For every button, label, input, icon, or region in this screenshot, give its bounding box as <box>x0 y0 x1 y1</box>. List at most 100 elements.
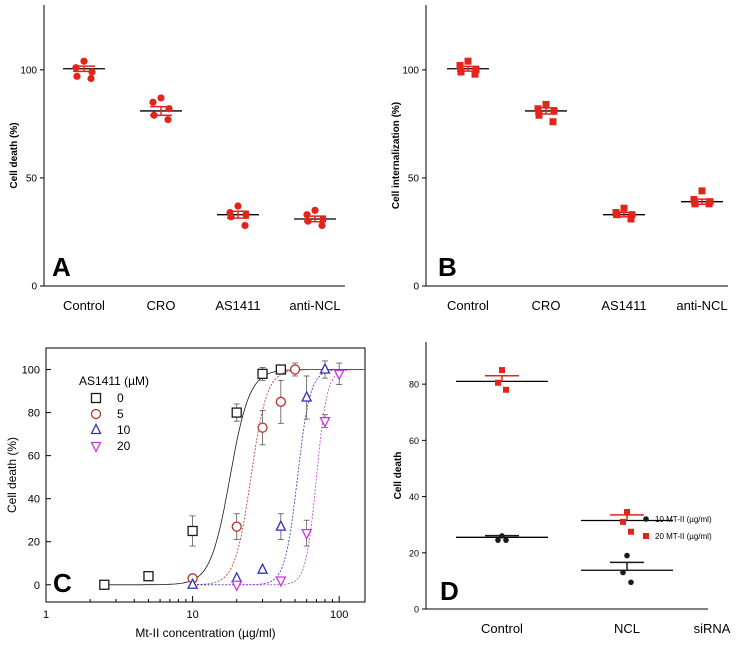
fit-curve <box>101 369 365 586</box>
data-point <box>624 552 630 559</box>
legend-marker <box>90 392 102 404</box>
data-point <box>87 74 95 83</box>
data-point <box>620 204 628 212</box>
data-point <box>80 57 88 65</box>
y-tick-label: 100 <box>22 365 40 377</box>
x-tick-label: CRO <box>147 298 176 313</box>
data-point <box>542 100 550 108</box>
legend-label: 20 <box>117 439 131 453</box>
data-point <box>628 211 636 219</box>
data-point <box>613 211 621 219</box>
panel-b: 0 50 100 Cell internalization (%) Control CRO… <box>391 5 728 313</box>
data-point <box>187 525 198 537</box>
data-point <box>227 213 235 221</box>
x-tick-label: anti-NCL <box>289 298 340 313</box>
data-point <box>165 105 173 113</box>
legend-label: 10 <box>117 423 131 437</box>
data-point <box>73 72 81 80</box>
data-point <box>534 105 542 113</box>
data-point <box>624 509 630 516</box>
legend-label: 10 MT-II (µg/ml) <box>655 515 712 524</box>
data-point <box>535 111 543 119</box>
x-tick-label: Control <box>447 298 489 313</box>
data-point <box>231 571 243 583</box>
legend-marker <box>90 408 102 420</box>
data-point <box>457 68 465 76</box>
data-point <box>275 396 287 407</box>
data-point <box>691 200 699 208</box>
y-tick-label: 20 <box>28 537 40 549</box>
data-point <box>257 422 268 433</box>
data-point <box>231 580 243 592</box>
data-point <box>231 407 242 418</box>
x-tick-label: 100 <box>330 609 348 621</box>
data-point <box>234 202 242 210</box>
data-point <box>256 562 269 574</box>
data-point <box>319 362 331 374</box>
data-point <box>549 118 557 126</box>
y-tick-label: 100 <box>20 65 37 76</box>
x-tick-label: AS1411 <box>215 298 260 313</box>
y-tick-label: 20 <box>409 548 419 558</box>
x-axis-label: Mt-II concentration (µg/ml) <box>135 626 275 640</box>
data-point <box>690 196 698 204</box>
data-point <box>333 369 345 381</box>
data-point <box>456 62 464 70</box>
y-axis-label: Cell internalization (%) <box>391 102 402 209</box>
legend-marker <box>90 423 102 435</box>
x-tick-label: anti-NCL <box>676 298 727 313</box>
y-tick-label: 40 <box>409 492 419 502</box>
data-point <box>187 577 199 589</box>
data-point <box>503 537 509 543</box>
data-point <box>301 528 313 541</box>
y-tick-label: 40 <box>28 494 40 506</box>
panel-letter: C <box>53 568 72 598</box>
y-tick-label: 0 <box>414 605 419 615</box>
x-axis-label: siRNA <box>694 621 731 636</box>
data-point <box>303 211 311 219</box>
data-point <box>301 390 313 402</box>
panel-d: 0 20 40 60 80 Cell death Control NCL siRNA 10 MT-… <box>393 342 731 636</box>
y-tick-label: 50 <box>408 173 420 184</box>
data-point <box>620 518 626 525</box>
data-point <box>471 70 479 78</box>
x-tick-label: CRO <box>532 298 561 313</box>
data-point <box>275 576 287 588</box>
x-tick-label: AS1411 <box>601 298 646 313</box>
data-point <box>698 187 706 195</box>
y-tick-label: 60 <box>28 451 40 463</box>
data-point <box>72 64 80 72</box>
x-tick-label: Control <box>63 298 105 313</box>
x-tick-label: Control <box>481 621 523 636</box>
data-point <box>499 533 505 539</box>
data-point <box>289 364 301 375</box>
y-tick-label: 0 <box>413 282 419 293</box>
data-point <box>157 94 165 102</box>
panel-a: 0 50 100 Cell death (%) Control CRO AS1411 anti… <box>9 5 345 313</box>
data-point <box>628 528 634 535</box>
data-point <box>88 68 96 76</box>
data-point <box>319 417 331 429</box>
data-point <box>499 367 505 374</box>
y-tick-label: 100 <box>402 65 419 76</box>
y-tick-label: 60 <box>409 436 419 446</box>
data-point <box>150 111 158 119</box>
legend-label: 0 <box>117 391 124 405</box>
data-point <box>231 521 242 532</box>
data-point <box>149 98 157 106</box>
panel-letter: D <box>440 576 459 606</box>
legend-title: AS1411 (µM) <box>79 374 149 388</box>
y-tick-label: 80 <box>409 380 419 390</box>
data-point <box>627 215 635 223</box>
panel-letter: B <box>438 252 457 282</box>
fit-curve <box>190 369 365 586</box>
y-tick-label: 0 <box>31 282 37 293</box>
data-point <box>275 519 287 531</box>
data-point <box>550 107 558 115</box>
x-tick-label: 10 <box>186 609 198 621</box>
data-point <box>311 206 319 214</box>
data-point <box>620 569 626 576</box>
data-point <box>99 579 110 590</box>
